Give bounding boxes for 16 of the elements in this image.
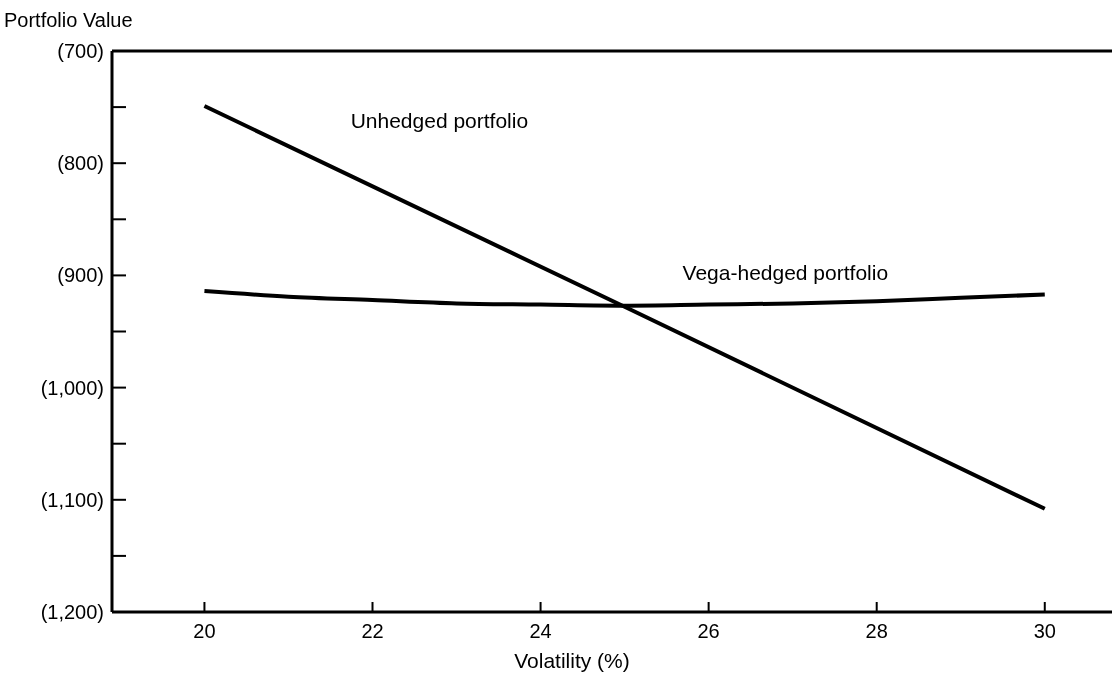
y-tick-label: (1,000) xyxy=(40,376,104,399)
x-tick-label: 30 xyxy=(1033,620,1056,642)
y-tick-label: (700) xyxy=(57,40,104,62)
series-label: Unhedged portfolio xyxy=(350,108,529,132)
y-axis-title: Portfolio Value xyxy=(4,9,133,31)
y-tick-label: (1,200) xyxy=(40,601,104,623)
x-tick-label: 26 xyxy=(697,620,720,642)
x-tick-label: 22 xyxy=(361,620,384,642)
x-tick-label: 20 xyxy=(193,620,216,642)
x-tick-label: 28 xyxy=(865,620,888,642)
y-tick-label: (1,100) xyxy=(40,488,104,511)
x-tick-label: 24 xyxy=(529,620,552,642)
x-axis-title: Volatility (%) xyxy=(514,649,630,672)
y-tick-label: (800) xyxy=(57,152,104,175)
y-tick-label: (900) xyxy=(57,264,104,287)
series-label: Vega-hedged portfolio xyxy=(682,260,889,284)
